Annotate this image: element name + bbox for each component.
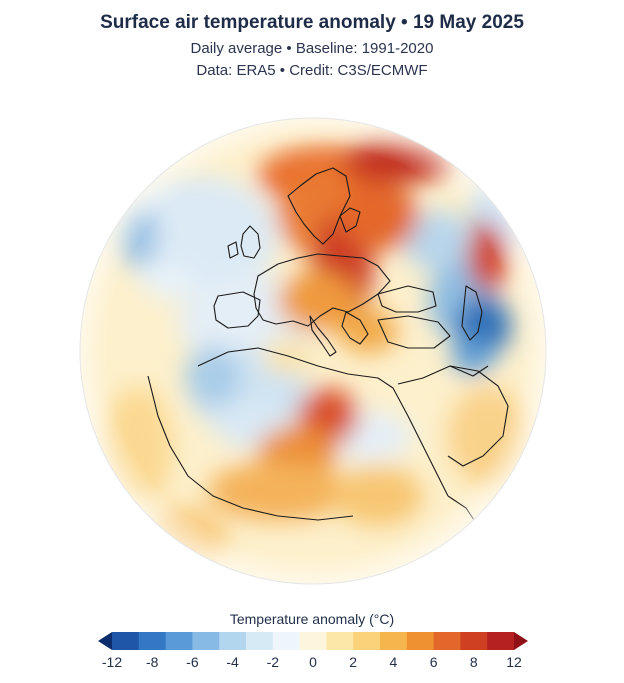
colorbar-tick-label: 0 — [309, 654, 317, 670]
colorbar-tick-label: -4 — [226, 654, 239, 670]
colorbar-tick-label: 6 — [429, 654, 438, 670]
colorbar-tick-label: 12 — [506, 654, 522, 670]
colorbar-segment — [380, 632, 408, 650]
colorbar-segment — [272, 632, 301, 650]
colorbar-ticks: -12 -8 -6 -4 -2 0 2 4 6 8 12 — [0, 654, 624, 674]
colorbar-tick-label: -6 — [186, 654, 199, 670]
colorbar-tick-label: -8 — [145, 654, 159, 670]
subtitle-credit: Data: ERA5 • Credit: C3S/ECMWF — [196, 62, 428, 79]
colorbar-segment — [353, 632, 381, 650]
globe-map — [78, 116, 548, 586]
page-title: Surface air temperature anomaly • 19 May… — [100, 12, 524, 33]
colorbar-tick-label: 2 — [349, 654, 358, 670]
legend-title: Temperature anomaly (°C) — [229, 611, 395, 627]
colorbar — [98, 632, 528, 650]
colorbar-segment — [406, 632, 435, 650]
colorbar-segment — [460, 632, 488, 650]
colorbar-segment — [219, 632, 247, 650]
globe-outline — [79, 117, 547, 585]
colorbar-segment — [326, 632, 354, 650]
colorbar-segment — [165, 632, 193, 650]
colorbar-tick-label: -12 — [101, 654, 123, 670]
subtitle-baseline: Daily average • Baseline: 1991-2020 — [190, 40, 434, 57]
colorbar-tick-label: 8 — [469, 654, 478, 670]
colorbar-arrow-left — [98, 632, 112, 650]
colorbar-tick-label: 4 — [389, 654, 398, 670]
colorbar-segment — [246, 632, 274, 650]
colorbar-segment — [192, 632, 220, 650]
colorbar-arrow-right — [514, 632, 528, 650]
globe-svg — [79, 117, 547, 585]
colorbar-segment — [299, 632, 327, 650]
colorbar-tick-label: -2 — [266, 654, 280, 670]
colorbar-segment — [487, 632, 515, 650]
colorbar-segment — [138, 632, 167, 650]
colorbar-segment — [433, 632, 461, 650]
colorbar-segment — [112, 632, 140, 650]
